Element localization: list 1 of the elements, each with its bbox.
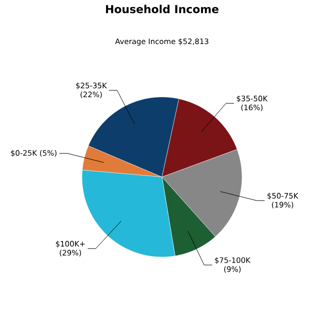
chart-title: Household Income (106, 4, 218, 14)
